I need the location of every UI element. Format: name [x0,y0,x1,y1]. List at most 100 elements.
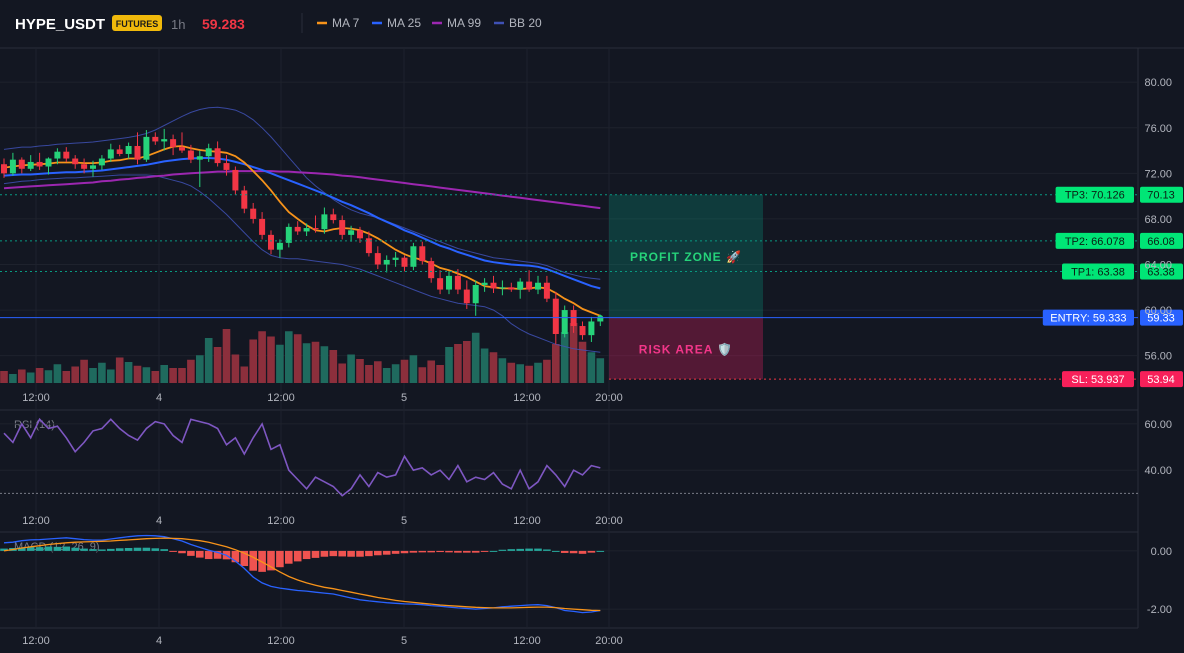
candle-body [1,164,7,174]
volume-bar [222,329,231,383]
level-axis-tag-1 [1140,232,1183,249]
profit-zone[interactable] [609,194,763,318]
macd-signal-line [3,537,601,612]
volume-bar [178,368,186,383]
volume-bar [587,352,596,383]
candle-body [365,238,372,254]
rsi-line [3,417,601,497]
volume-bar [71,366,79,383]
macd-histogram-bar [98,549,106,551]
rsi-tick-1: 40.00 [1144,465,1172,477]
candle-body [401,257,408,267]
candlesticks [1,128,604,345]
candle-body [161,139,168,142]
macd-histogram-bar [196,550,204,558]
price-tick-3: 68.00 [1144,214,1172,226]
symbol-name[interactable]: HYPE_USDT [15,16,105,33]
candle-body [454,275,461,290]
candle-body [392,257,399,260]
volume-bar [80,359,88,383]
price-axis[interactable]: 80.00 76.00 72.00 68.00 64.00 60.00 56.00 [1144,77,1172,362]
time-axis-macd: 12:00 4 12:00 5 12:00 20:00 [22,635,623,647]
macd-histogram-bar [471,550,480,553]
candle-body [98,158,105,166]
time-tick-0: 12:00 [22,515,50,527]
time-tick-5: 20:00 [595,392,623,404]
level-axis-label-3: 59.33 [1147,313,1175,325]
level-axis-label-2: 63.38 [1147,267,1175,279]
volume-bar [302,343,311,383]
macd-histogram-bar [142,547,151,551]
macd-histogram-bar [115,548,124,551]
candle-body [472,285,479,304]
volume-bar [53,364,62,383]
level-tag-0 [1055,186,1134,203]
candle-body [437,278,444,290]
macd-histogram-bar [374,550,382,556]
macd-histogram-bar [543,549,551,551]
level-label-0: TP3: 70.126 [1065,190,1125,202]
candle-body [357,230,363,239]
volume-bar [240,366,249,383]
candle-body [205,148,212,157]
level-label-1: TP2: 66.078 [1065,236,1125,248]
macd-histogram-bar [400,550,409,554]
ma25-line [3,157,601,290]
macd-histogram-bar [293,550,302,562]
volume-bar [169,368,177,383]
candle-body [499,287,506,289]
macd-histogram-bar [329,550,338,557]
candle-body [526,281,533,290]
futures-badge [112,15,162,31]
candle-body [116,149,123,154]
macd-histogram-bar [516,548,524,551]
volume-bar [543,359,551,383]
macd-histogram-bar [436,550,444,553]
legend-label-3: BB 20 [509,16,542,30]
timeframe-label[interactable]: 1h [171,17,185,32]
macd-histogram-bar [276,550,284,568]
candle-body [428,261,435,279]
candle-body [134,145,141,160]
macd-histogram-bar [267,550,275,571]
candle-body [81,164,88,169]
candle-body [250,208,257,219]
candle-body [552,298,559,335]
level-axis-tag-0 [1140,186,1183,203]
candle-body [259,218,266,235]
risk-area[interactable] [609,317,763,380]
candle-body [196,156,203,160]
volume-bar [507,362,516,383]
macd-histogram-bar [160,549,168,551]
volume-bar [347,354,355,383]
volume-bar [18,369,26,383]
macd-panel: MACD (12, 26, 9) 0.00-2.00 [0,534,1172,616]
level-label-4: SL: 53.937 [1071,374,1124,386]
level-tag-1 [1055,232,1134,249]
time-tick-4: 12:00 [513,635,541,647]
macd-line [3,534,601,614]
time-tick-3: 5 [401,635,407,647]
time-tick-4: 12:00 [513,515,541,527]
level-tag-3 [1042,309,1134,326]
volume-bar [160,365,168,383]
level-tag-2 [1062,263,1134,280]
candle-body [214,148,221,164]
time-tick-0: 12:00 [22,392,50,404]
candle-body [18,159,25,169]
macd-histogram-bar [302,550,311,560]
macd-histogram-bar [489,550,498,552]
candle-body [285,226,292,243]
time-tick-5: 20:00 [595,515,623,527]
macd-histogram-bar [62,546,71,551]
macd-histogram-bar [231,550,240,563]
candle-body [63,151,70,159]
trade-zones: PROFIT ZONE 🚀 RISK AREA 🛡️ [609,194,763,380]
time-tick-1: 4 [156,635,162,647]
volume-bar [471,332,480,383]
macd-histogram-bar [169,550,177,552]
volume-bar [89,368,97,383]
candle-body [339,220,346,235]
volume-bar [311,341,320,383]
